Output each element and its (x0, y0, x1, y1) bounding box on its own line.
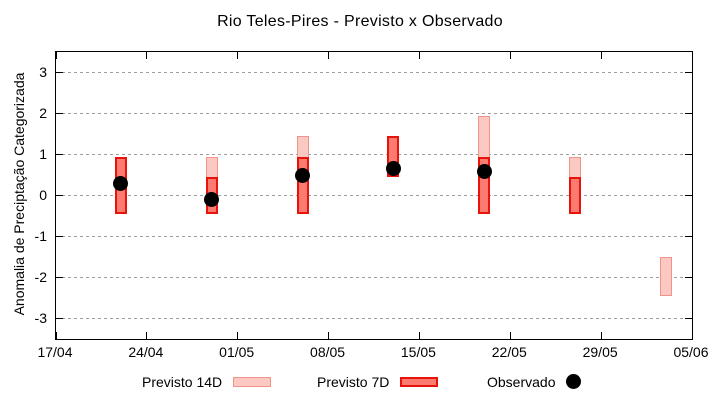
legend-item-previsto-7d: Previsto 7D (317, 372, 439, 391)
observado-point (385, 161, 401, 177)
x-tick-label: 08/05 (310, 344, 346, 360)
observado-point (113, 175, 129, 191)
gridline (56, 154, 692, 155)
x-tick-mark (691, 332, 693, 339)
legend-item-previsto-14d: Previsto 14D (142, 372, 272, 391)
y-tick-mark (685, 113, 692, 114)
y-tick-mark (56, 154, 63, 155)
bar-previsto-7d (296, 156, 309, 214)
y-tick-mark (685, 236, 692, 237)
x-tick-mark (55, 332, 57, 339)
legend-item-observado: Observado (487, 372, 582, 391)
legend-label-previsto-7d: Previsto 7D (317, 373, 390, 390)
y-tick-label: -1 (34, 227, 47, 244)
x-tick-mark (328, 332, 330, 339)
x-tick-mark (237, 52, 239, 59)
x-tick-mark (509, 332, 511, 339)
x-tick-label: 01/05 (219, 344, 255, 360)
gridline (56, 277, 692, 278)
y-tick-label: 0 (39, 186, 47, 203)
x-tick-label: 24/04 (128, 344, 164, 360)
y-tick-mark (56, 195, 63, 196)
gridline (56, 113, 692, 114)
plot-area (55, 51, 693, 340)
y-tick-mark (685, 154, 692, 155)
y-tick-label: -2 (34, 268, 47, 285)
x-tick-mark (418, 52, 420, 59)
gridline (56, 318, 692, 319)
observado-point (476, 164, 492, 180)
gridline (56, 72, 692, 73)
legend-label-observado: Observado (487, 373, 556, 390)
x-tick-mark (146, 52, 148, 59)
x-tick-mark (328, 52, 330, 59)
y-tick-mark (56, 72, 63, 73)
x-tick-mark (418, 332, 420, 339)
x-tick-label: 29/05 (582, 344, 618, 360)
x-tick-mark (691, 52, 693, 59)
x-tick-mark (237, 332, 239, 339)
observado-point (295, 168, 311, 184)
x-tick-label: 22/05 (491, 344, 527, 360)
bar-previsto-7d (569, 177, 582, 214)
x-tick-mark (509, 52, 511, 59)
y-tick-mark (56, 318, 63, 319)
legend-observado-dot-icon (566, 374, 582, 389)
legend-label-previsto-14d: Previsto 14D (142, 373, 223, 390)
x-tick-mark (600, 332, 602, 339)
chart-title: Rio Teles-Pires - Previsto x Observado (217, 13, 503, 30)
legend-swatch-14d-icon (233, 376, 272, 387)
y-tick-mark (685, 195, 692, 196)
y-tick-label: -3 (34, 309, 47, 326)
x-tick-label: 15/05 (400, 344, 436, 360)
y-tick-mark (56, 113, 63, 114)
gridline (56, 236, 692, 237)
x-tick-mark (600, 52, 602, 59)
x-tick-mark (146, 332, 148, 339)
x-tick-label: 17/04 (37, 344, 73, 360)
y-tick-label: 3 (39, 63, 47, 80)
x-tick-mark (55, 52, 57, 59)
y-tick-mark (685, 277, 692, 278)
legend-swatch-7d-icon (400, 376, 439, 387)
y-tick-label: 2 (39, 104, 47, 121)
y-tick-mark (56, 236, 63, 237)
y-tick-mark (685, 318, 692, 319)
y-tick-mark (56, 277, 63, 278)
y-tick-label: 1 (39, 145, 47, 162)
observado-point (204, 192, 220, 208)
y-tick-mark (685, 72, 692, 73)
x-tick-label: 05/06 (673, 344, 709, 360)
bar-previsto-14d (660, 257, 673, 296)
gridline (56, 195, 692, 196)
